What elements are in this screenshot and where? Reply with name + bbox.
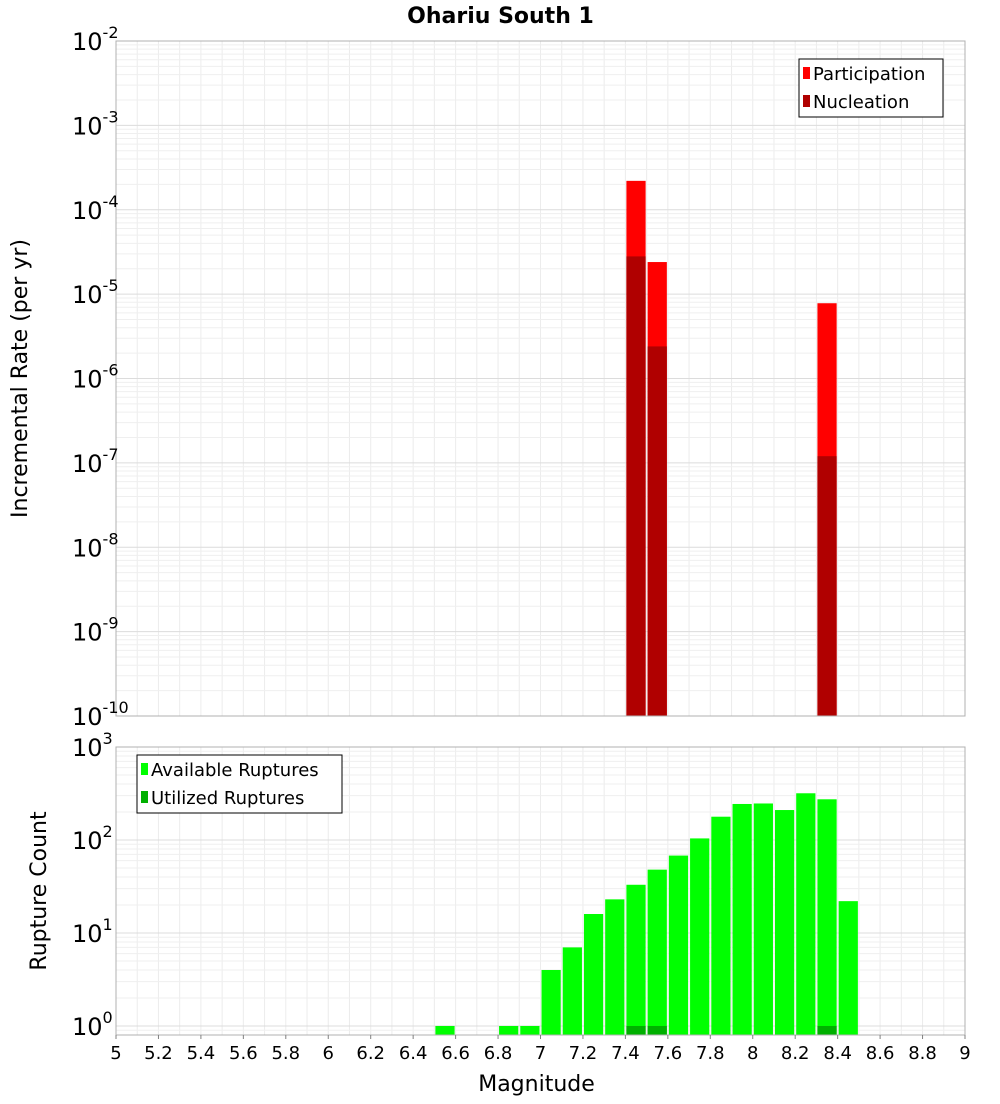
x-tick-label: 8.4 xyxy=(823,1043,852,1064)
bar-available-ruptures xyxy=(562,947,582,1035)
bar-available-ruptures xyxy=(796,793,816,1035)
legend-box xyxy=(798,58,944,118)
y-tick-label: 10-4 xyxy=(72,192,119,225)
y-tick-label: 101 xyxy=(72,915,113,948)
bar-utilized-ruptures xyxy=(626,1025,646,1035)
bar-utilized-ruptures xyxy=(647,1025,667,1035)
y-tick-label: 10-9 xyxy=(72,614,119,647)
x-axis-label: Magnitude xyxy=(478,1072,595,1097)
bar-available-ruptures xyxy=(668,855,689,1035)
legend-label: Nucleation xyxy=(813,92,909,113)
bar-nucleation xyxy=(626,256,646,716)
panel-2: 100 101 102 103 Rupture Count 5 5.2 5.4 5.6 5.8 6 6… xyxy=(27,729,971,1097)
bar-available-ruptures xyxy=(774,810,795,1035)
bar-available-ruptures xyxy=(690,838,710,1035)
bar-available-ruptures xyxy=(541,969,561,1035)
y-tick-label: 10-5 xyxy=(72,276,119,309)
bar-available-ruptures xyxy=(732,803,752,1035)
bar-available-ruptures xyxy=(647,869,667,1035)
legend: Available Ruptures Utilized Ruptures xyxy=(136,754,343,814)
y-tick-label: 10-10 xyxy=(72,698,129,731)
x-tick-label: 8.6 xyxy=(866,1043,895,1064)
x-tick-label: 7.2 xyxy=(569,1043,598,1064)
legend-swatch xyxy=(141,791,148,803)
x-tick-label: 8 xyxy=(747,1043,758,1064)
legend-label: Participation xyxy=(813,64,925,85)
panel-1: 10-10 10-9 10-8 10-7 10-6 10-5 10-4 10-3 10-2 Inc… xyxy=(8,4,966,731)
y-tick-label: 10-2 xyxy=(72,23,119,56)
legend-swatch xyxy=(803,67,810,79)
x-tick-label: 9 xyxy=(959,1043,970,1064)
x-tick-label: 6 xyxy=(323,1043,334,1064)
y-tick-label: 10-3 xyxy=(72,107,119,140)
x-tick-label: 6.4 xyxy=(399,1043,428,1064)
bar-available-ruptures xyxy=(626,884,646,1035)
x-tick-label: 5.6 xyxy=(229,1043,258,1064)
x-tick-label: 6.8 xyxy=(484,1043,513,1064)
x-tick-label: 6.6 xyxy=(441,1043,470,1064)
x-tick-label: 8.8 xyxy=(908,1043,937,1064)
x-tick-label: 7 xyxy=(535,1043,546,1064)
bar-utilized-ruptures xyxy=(817,1025,837,1035)
y-axis-label: Incremental Rate (per yr) xyxy=(8,239,33,518)
chart-title: Ohariu South 1 xyxy=(407,4,594,29)
plot-frame xyxy=(115,40,966,717)
y-tick-label: 100 xyxy=(72,1008,113,1041)
bar-available-ruptures xyxy=(605,899,625,1035)
x-tick-label: 6.2 xyxy=(356,1043,385,1064)
bar-available-ruptures xyxy=(753,803,773,1035)
bar-available-ruptures xyxy=(711,816,731,1035)
x-tick-label: 5.4 xyxy=(187,1043,216,1064)
y-tick-label: 10-8 xyxy=(72,529,119,562)
x-tick-label: 8.2 xyxy=(781,1043,810,1064)
x-tick-label: 7.8 xyxy=(696,1043,725,1064)
legend-label: Utilized Ruptures xyxy=(151,788,304,809)
bar-available-ruptures xyxy=(583,914,604,1035)
bar-nucleation xyxy=(647,346,667,716)
legend-swatch xyxy=(141,763,148,775)
x-tick-label: 5 xyxy=(110,1043,121,1064)
bar-available-ruptures xyxy=(520,1025,540,1035)
x-tick-label: 5.8 xyxy=(271,1043,300,1064)
legend-label: Available Ruptures xyxy=(151,760,319,781)
legend: Participation Nucleation xyxy=(798,58,944,118)
y-axis-label: Rupture Count xyxy=(27,811,52,971)
legend-swatch xyxy=(803,95,810,107)
bar-nucleation xyxy=(817,456,837,716)
y-tick-label: 10-7 xyxy=(72,445,119,478)
y-tick-label: 10-6 xyxy=(72,361,119,394)
bar-available-ruptures xyxy=(838,901,858,1035)
bar-available-ruptures xyxy=(817,799,837,1035)
y-tick-label: 103 xyxy=(72,729,113,762)
x-tick-label: 7.4 xyxy=(611,1043,640,1064)
bar-available-ruptures xyxy=(435,1025,455,1035)
legend-box xyxy=(136,754,343,814)
x-tick-label: 5.2 xyxy=(144,1043,173,1064)
x-tick-label: 7.6 xyxy=(654,1043,683,1064)
y-tick-label: 102 xyxy=(72,822,113,855)
bar-available-ruptures xyxy=(499,1025,519,1035)
